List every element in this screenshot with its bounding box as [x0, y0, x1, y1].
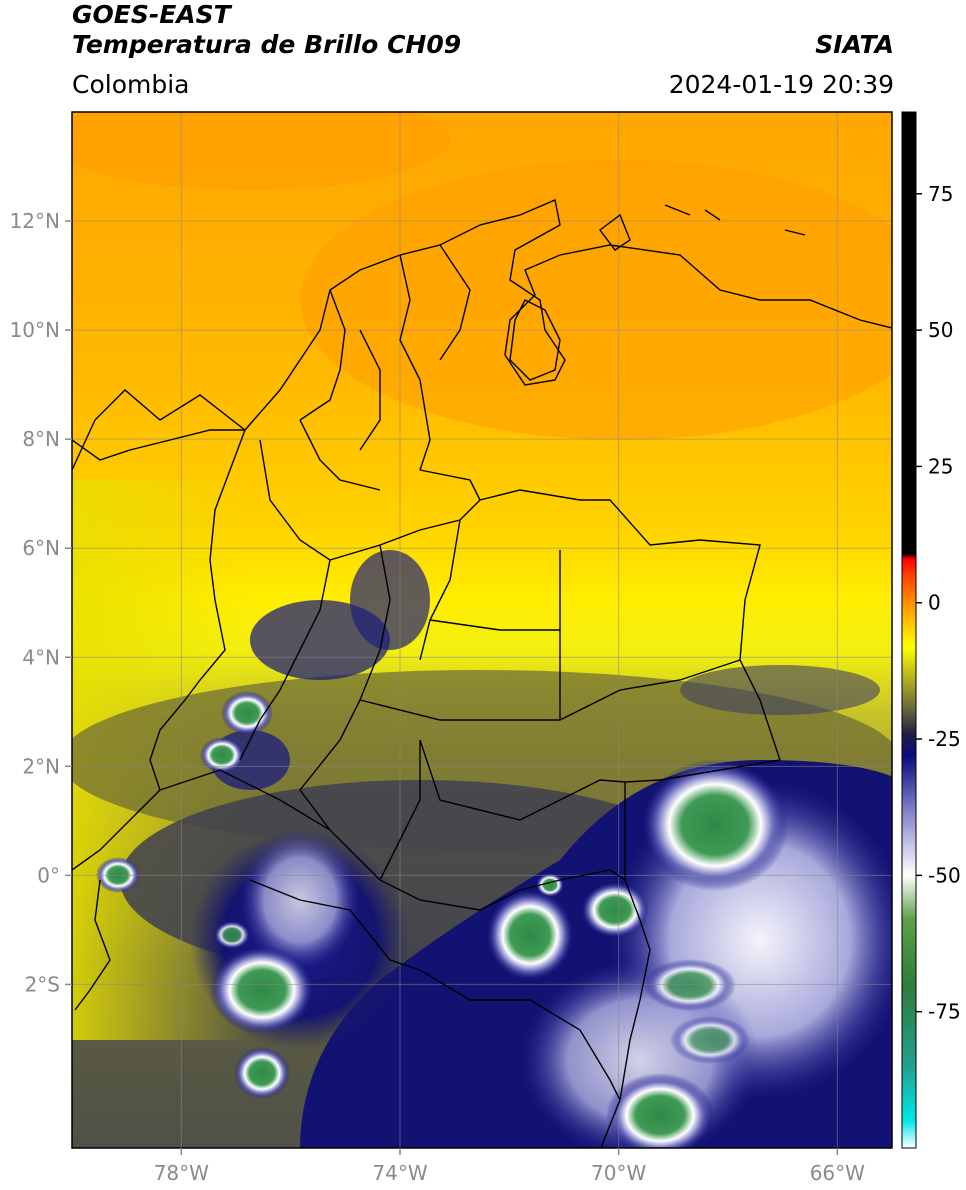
colorbar-ticks: 75 50 25 0 -25 -50 -75 [916, 182, 961, 1024]
colorbar-tick-label: -50 [928, 863, 961, 887]
title-block: GOES-EAST Temperatura de Brillo CH09 [72, 0, 461, 60]
colorbar-tick-label: 0 [928, 591, 941, 615]
lake-maracaibo [509, 299, 561, 381]
y-tick-label: 10°N [10, 318, 60, 342]
map-frame [71, 111, 893, 1149]
x-axis: 78°W 74°W 70°W 66°W [154, 1148, 865, 1185]
y-tick-label: 6°N [22, 536, 60, 560]
colorbar-tick-label: -75 [928, 1000, 961, 1024]
title-product: Temperatura de Brillo CH09 [72, 30, 462, 59]
x-tick-label: 70°W [591, 1161, 646, 1185]
y-tick-label: 4°N [22, 645, 60, 669]
graticule [72, 112, 892, 1148]
panama-coastline [72, 429, 245, 461]
title-satellite: GOES-EAST [72, 0, 231, 29]
venezuela-border-south [559, 550, 741, 722]
satellite-imagery [72, 112, 892, 1148]
x-tick-label: 66°W [810, 1161, 865, 1185]
colorbar-tick-label: 25 [928, 454, 953, 478]
y-axis: 12°N 10°N 8°N 6°N 4°N 2°N 0° 2°S [10, 209, 72, 996]
boundaries [72, 199, 892, 1148]
x-tick-label: 78°W [154, 1161, 209, 1185]
x-tick-label: 74°W [372, 1161, 427, 1185]
y-tick-label: 0° [37, 863, 60, 887]
colorbar: 75 50 25 0 -25 -50 -75 [901, 111, 961, 1149]
y-tick-label: 2°S [25, 972, 60, 996]
department-borders [239, 244, 626, 881]
datetime-label: 2024-01-19 20:39 [668, 70, 894, 99]
colombia-venezuela-border [479, 489, 781, 761]
colorbar-bar [901, 111, 917, 1149]
brand-label: SIATA [815, 30, 894, 59]
caribbean-coastline [72, 199, 892, 471]
islands [599, 204, 806, 251]
pacific-coastline [72, 429, 246, 871]
region-label: Colombia [72, 70, 190, 99]
y-tick-label: 2°N [22, 754, 60, 778]
colorbar-tick-label: 50 [928, 318, 953, 342]
colorbar-tick-label: 75 [928, 182, 953, 206]
colombia-brazil-border [600, 759, 781, 1148]
y-tick-label: 12°N [10, 209, 60, 233]
ecuador-coastline [74, 879, 111, 1011]
y-tick-label: 8°N [22, 427, 60, 451]
colombia-peru-border [159, 769, 626, 911]
colorbar-tick-label: -25 [928, 727, 961, 751]
peru-ecuador-border [249, 879, 621, 1101]
